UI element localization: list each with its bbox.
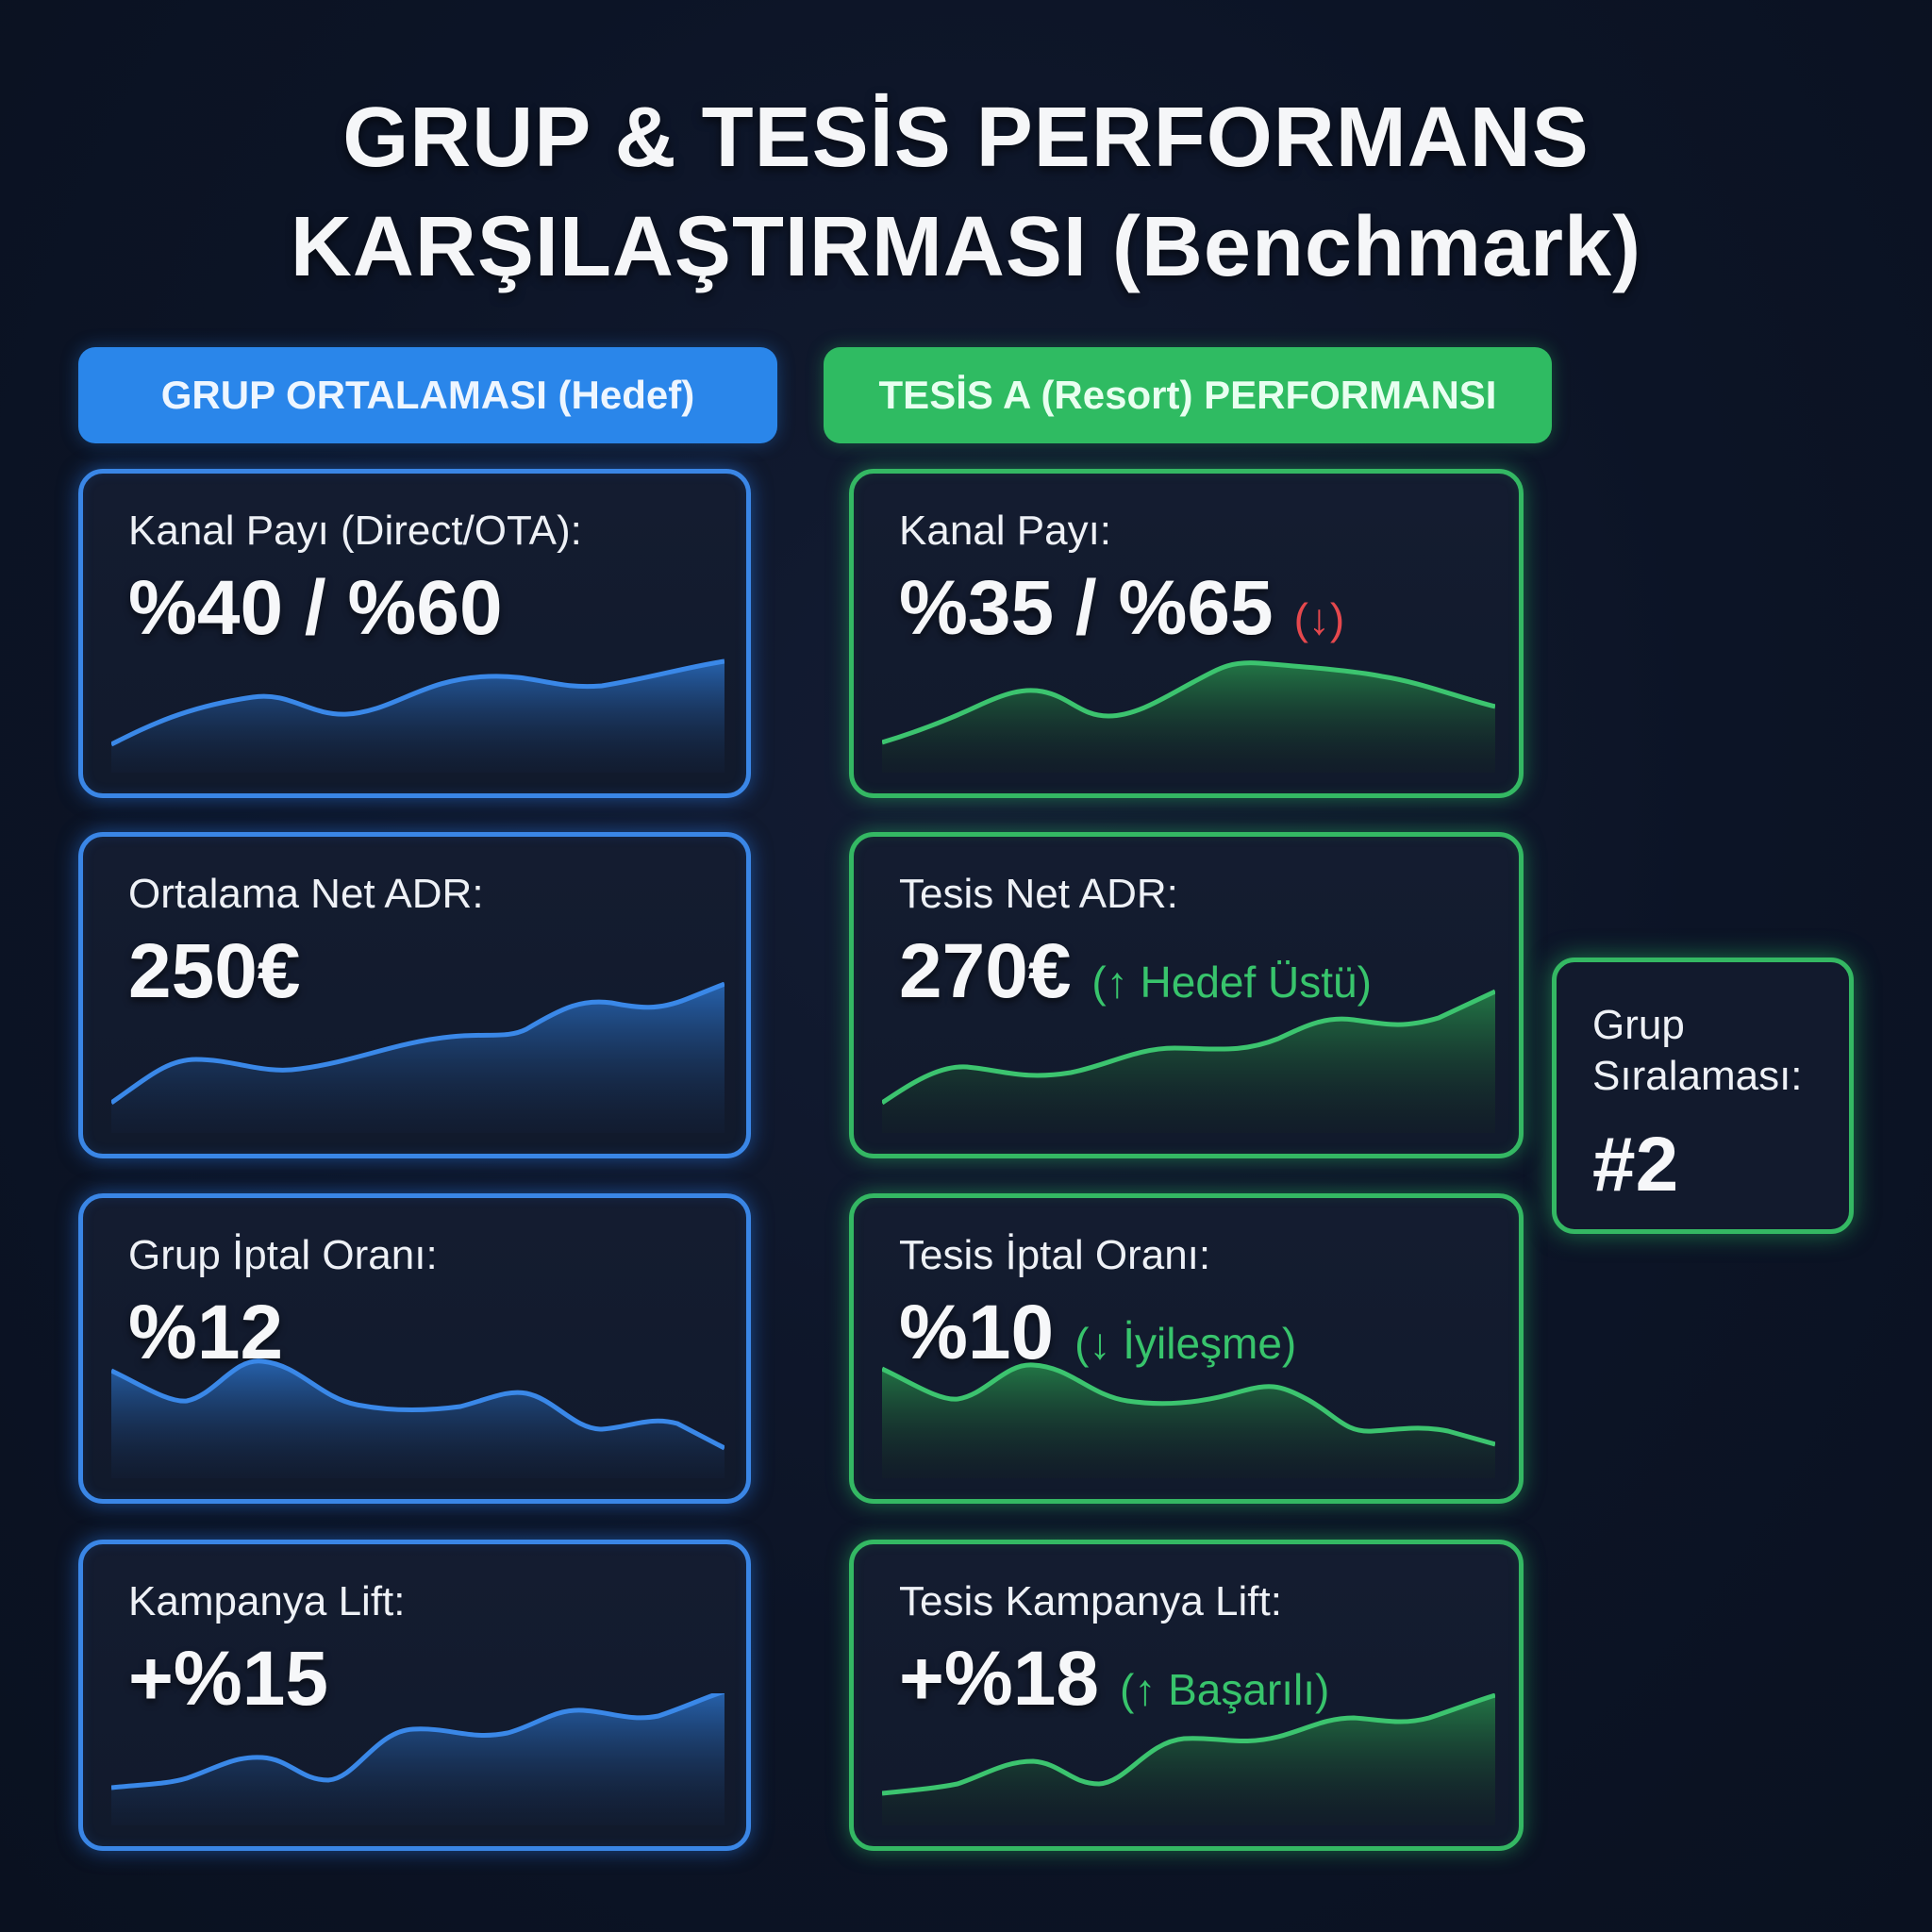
card-value: %40 / %60	[128, 565, 503, 651]
sparkline-chart	[882, 1693, 1495, 1825]
group-campaign-lift-card: Kampanya Lift: +%15	[78, 1540, 751, 1851]
facility-campaign-lift-card: Tesis Kampanya Lift: +%18 (↑ Başarılı)	[849, 1540, 1524, 1851]
sparkline-chart	[882, 1362, 1495, 1478]
card-value: 270€	[899, 928, 1072, 1014]
card-value: +%15	[128, 1636, 329, 1722]
card-label: Kanal Payı (Direct/OTA):	[128, 508, 582, 554]
facility-cancellation-rate-card: Tesis İptal Oranı: %10 (↓ İyileşme)	[849, 1193, 1524, 1504]
card-label: Kampanya Lift:	[128, 1578, 406, 1624]
facility-net-adr-card: Tesis Net ADR: 270€ (↑ Hedef Üstü)	[849, 832, 1524, 1158]
sparkline-chart	[111, 658, 724, 773]
card-label: Tesis Net ADR:	[899, 871, 1178, 917]
rank-value: #2	[1592, 1122, 1679, 1208]
rank-label-line-1: Grup	[1592, 1002, 1685, 1048]
card-label: Ortalama Net ADR:	[128, 871, 484, 917]
trend-down-indicator: (↓)	[1293, 594, 1345, 643]
facility-channel-share-card: Kanal Payı: %35 / %65 (↓)	[849, 469, 1524, 798]
card-label: Tesis Kampanya Lift:	[899, 1578, 1282, 1624]
sparkline-chart	[882, 989, 1495, 1133]
page-title: GRUP & TESİS PERFORMANS KARŞILAŞTIRMASI …	[0, 83, 1932, 302]
rank-label: Grup Sıralaması:	[1592, 1000, 1803, 1102]
title-line-1: GRUP & TESİS PERFORMANS	[342, 91, 1590, 185]
group-channel-share-card: Kanal Payı (Direct/OTA): %40 / %60	[78, 469, 751, 798]
card-value: +%18	[899, 1636, 1100, 1722]
title-line-2: KARŞILAŞTIRMASI (Benchmark)	[290, 200, 1642, 294]
group-net-adr-card: Ortalama Net ADR: 250€	[78, 832, 751, 1158]
sparkline-chart	[111, 1358, 724, 1478]
rank-label-line-2: Sıralaması:	[1592, 1053, 1803, 1099]
group-average-header: GRUP ORTALAMASI (Hedef)	[78, 347, 777, 443]
card-label: Kanal Payı:	[899, 508, 1112, 554]
group-cancellation-rate-card: Grup İptal Oranı: %12	[78, 1193, 751, 1504]
improvement-indicator: (↓ İyileşme)	[1074, 1319, 1297, 1368]
trend-up-indicator: (↑ Başarılı)	[1120, 1665, 1330, 1714]
sparkline-chart	[111, 1693, 724, 1825]
card-value: %35 / %65	[899, 565, 1274, 651]
card-value: %10	[899, 1290, 1055, 1375]
group-rank-card: Grup Sıralaması: #2	[1552, 958, 1854, 1234]
card-label: Tesis İptal Oranı:	[899, 1232, 1211, 1278]
facility-performance-header: TESİS A (Resort) PERFORMANSI	[824, 347, 1552, 443]
card-value: 250€	[128, 928, 301, 1014]
trend-up-indicator: (↑ Hedef Üstü)	[1091, 958, 1372, 1007]
card-label: Grup İptal Oranı:	[128, 1232, 438, 1278]
sparkline-chart	[111, 982, 724, 1133]
sparkline-chart	[882, 660, 1495, 773]
